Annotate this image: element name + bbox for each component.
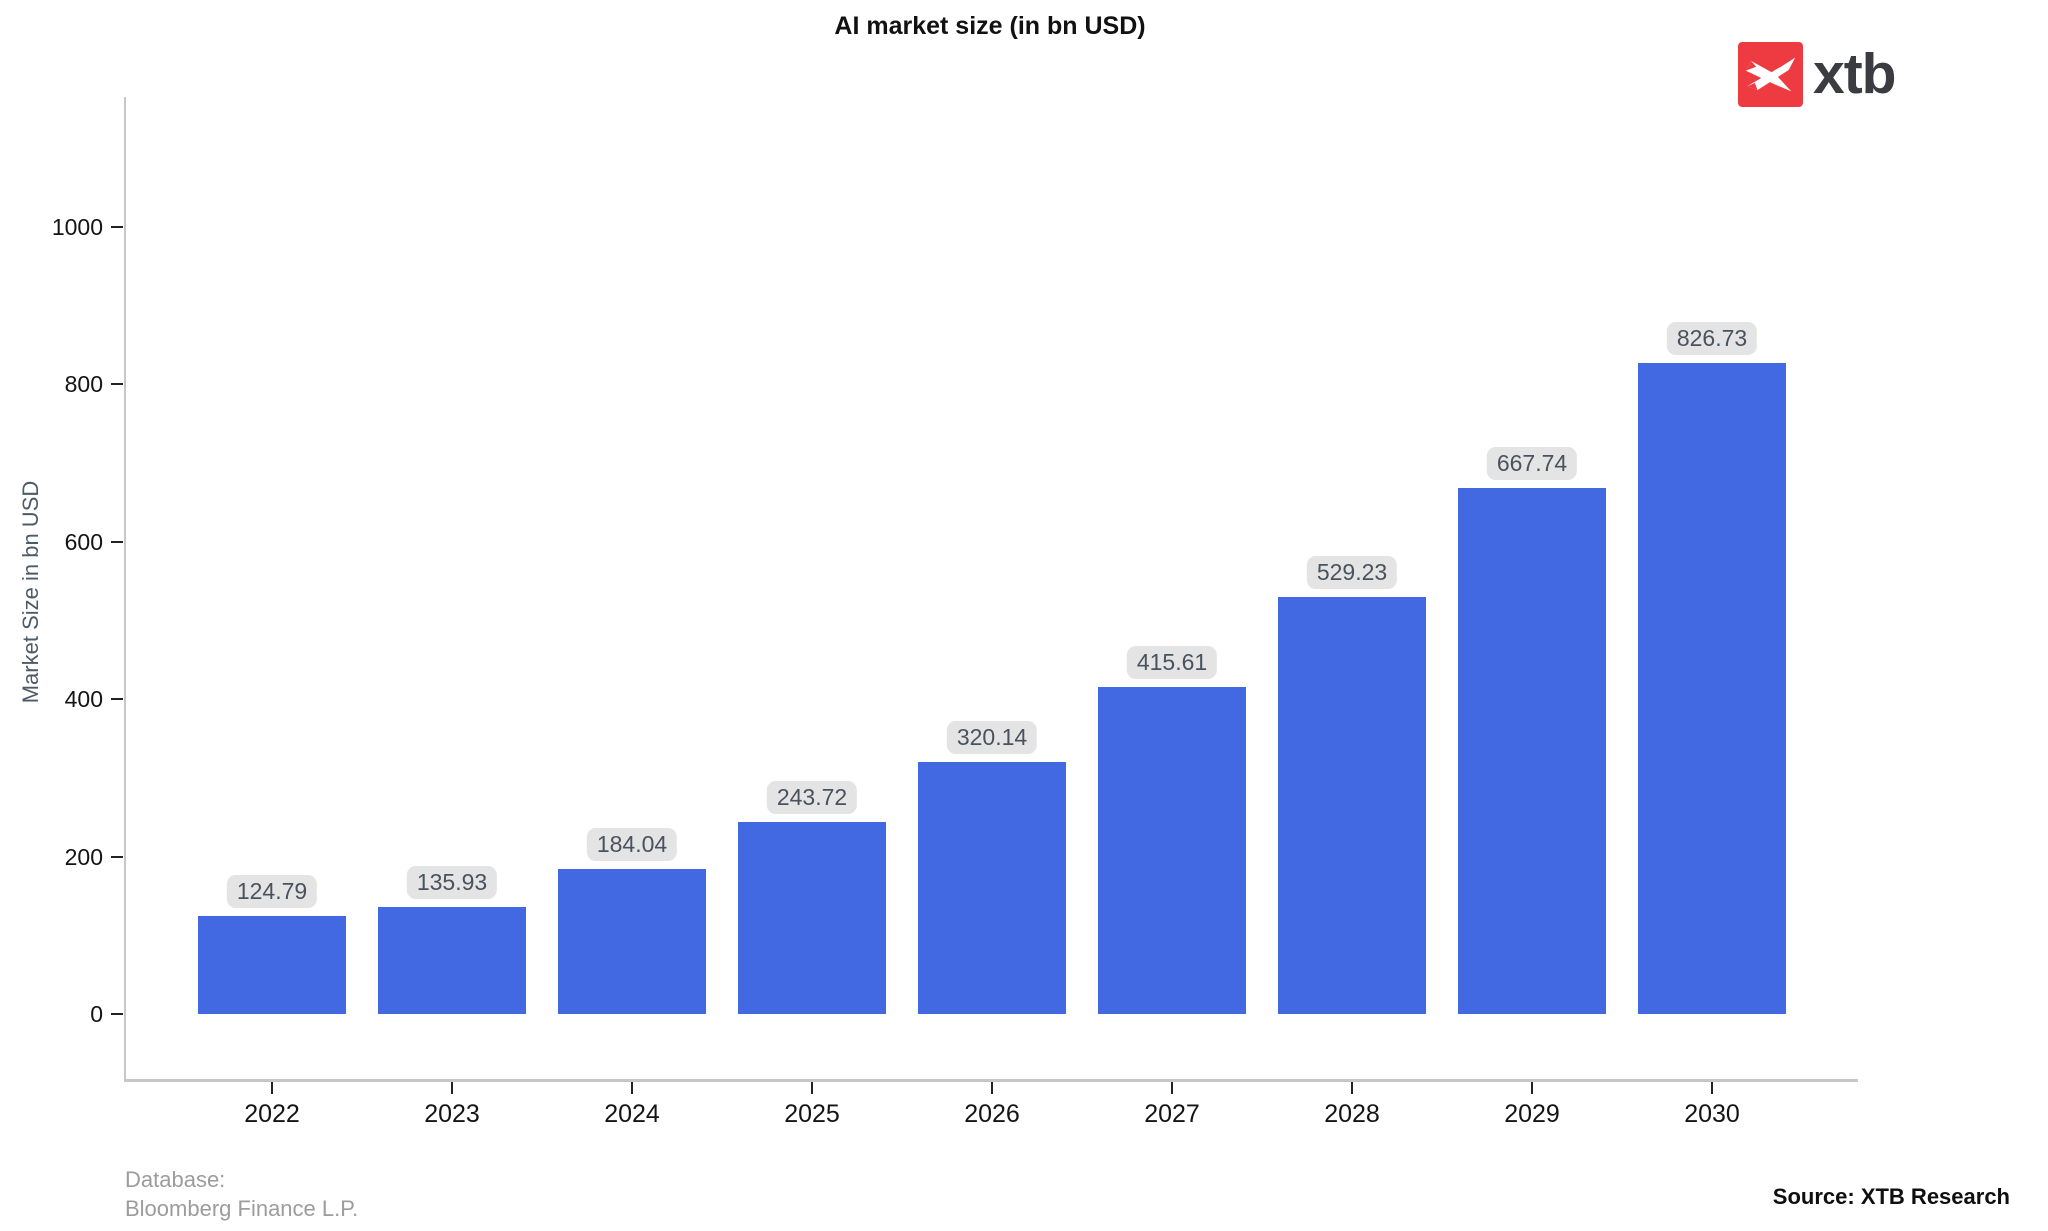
y-axis-spine [124,97,126,1082]
y-tick-label: 0 [90,1001,103,1027]
bar [558,869,706,1014]
y-tick-label: 200 [64,843,103,870]
x-tick-label: 2025 [784,1100,840,1128]
y-tick-mark [111,383,123,385]
y-tick-mark [111,1013,123,1015]
y-tick-mark [111,698,123,700]
bar [1638,363,1786,1014]
xtb-logo: xtb [1738,42,1896,107]
x-tick-label: 2023 [424,1100,480,1128]
x-axis-spine [124,1079,1858,1082]
value-label: 135.93 [406,866,498,899]
bar [1278,597,1426,1014]
value-label: 124.79 [226,875,318,908]
y-tick-mark [111,855,123,858]
xtb-wordmark: xtb [1813,42,1896,106]
value-label: 243.72 [766,781,858,814]
x-tick-mark [451,1082,453,1094]
footer-database-value: Bloomberg Finance L.P. [125,1196,359,1221]
bar [738,822,886,1014]
bar [198,916,346,1014]
x-tick-mark [1351,1082,1353,1094]
x-tick-mark [271,1082,273,1094]
footer-source: Source: XTB Research [1772,1184,2010,1209]
x-tick-label: 2029 [1504,1100,1560,1128]
y-tick-mark [111,225,123,228]
value-label: 320.14 [946,721,1038,754]
y-tick-label: 800 [64,371,103,397]
chart-title: AI market size (in bn USD) [834,12,1146,40]
x-tick-mark [1531,1082,1533,1094]
y-tick-label: 600 [64,528,103,555]
x-tick-mark [631,1082,633,1094]
xtb-x-icon [1738,42,1803,107]
value-label: 529.23 [1306,556,1398,589]
x-tick-label: 2028 [1324,1100,1380,1128]
value-label: 415.61 [1126,646,1218,679]
x-tick-label: 2022 [244,1100,300,1128]
x-tick-mark [991,1082,993,1094]
bar [1098,687,1246,1014]
x-tick-label: 2026 [964,1100,1020,1128]
value-label: 826.73 [1666,322,1758,355]
y-tick-label: 1000 [51,213,103,240]
y-tick-mark [111,540,123,543]
bar [1458,488,1606,1014]
value-label: 667.74 [1486,447,1578,480]
value-label: 184.04 [586,828,678,861]
y-tick-label: 400 [64,686,103,712]
x-tick-mark [1711,1082,1713,1094]
bar [918,762,1066,1014]
footer-database: Database: Bloomberg Finance L.P. [125,1165,358,1223]
x-tick-mark [811,1082,813,1094]
y-axis-title: Market Size in bn USD [18,480,43,704]
bar [378,907,526,1014]
x-tick-label: 2030 [1684,1100,1740,1128]
footer-database-label: Database: [125,1167,226,1192]
x-tick-label: 2024 [604,1100,660,1128]
x-tick-mark [1171,1082,1173,1094]
x-tick-label: 2027 [1144,1100,1200,1128]
